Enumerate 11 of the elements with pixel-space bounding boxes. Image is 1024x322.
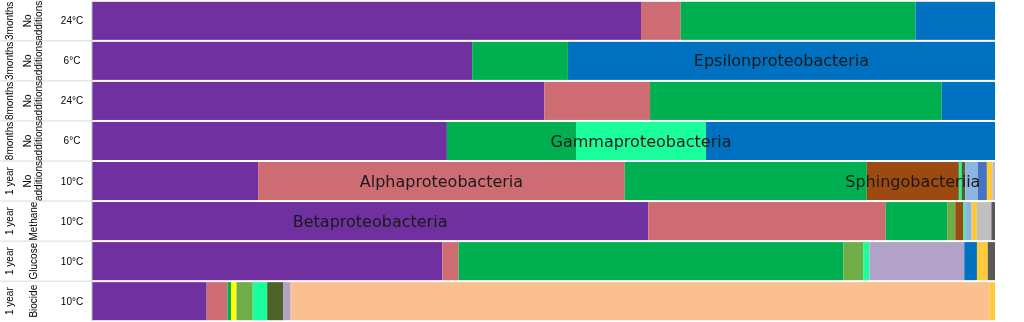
category-label: 8months No additions 24°C <box>3 80 84 121</box>
category-label: 1 year Biocide 10°C <box>3 284 84 318</box>
series-label: Epsilonproteobacteria <box>693 51 870 71</box>
category-label: 3months No additions 6°C <box>3 40 81 81</box>
series-label: Alphaproteobacteria <box>359 171 524 191</box>
series-label: Betaproteobacteria <box>292 211 448 231</box>
category-label: 1 year Methane 10°C <box>3 201 84 241</box>
category-label: 1 year Glucose 10°C <box>3 242 84 280</box>
category-label: 1 year No additions 10°C <box>3 161 84 202</box>
category-label: 3months No additions 24°C <box>3 0 84 41</box>
category-label: 8months No additions 6°C <box>3 120 81 161</box>
